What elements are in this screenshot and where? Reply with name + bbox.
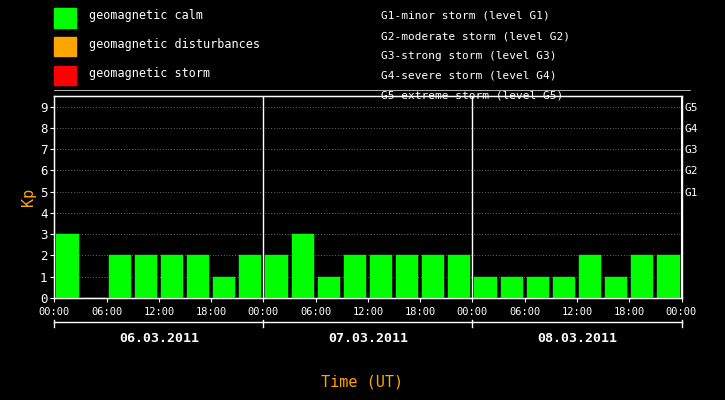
- Bar: [552, 277, 575, 298]
- Bar: [448, 256, 471, 298]
- Bar: [422, 256, 444, 298]
- Bar: [161, 256, 183, 298]
- Bar: [187, 256, 210, 298]
- Text: geomagnetic calm: geomagnetic calm: [89, 10, 203, 22]
- Text: G1-minor storm (level G1): G1-minor storm (level G1): [381, 11, 550, 21]
- Bar: [239, 256, 262, 298]
- Y-axis label: Kp: Kp: [21, 188, 36, 206]
- Text: geomagnetic disturbances: geomagnetic disturbances: [89, 38, 260, 51]
- Bar: [605, 277, 627, 298]
- Bar: [631, 256, 653, 298]
- Bar: [396, 256, 418, 298]
- Bar: [213, 277, 236, 298]
- Text: G5-extreme storm (level G5): G5-extreme storm (level G5): [381, 91, 563, 101]
- Bar: [291, 234, 314, 298]
- Bar: [109, 256, 130, 298]
- Bar: [57, 234, 78, 298]
- Bar: [474, 277, 497, 298]
- Bar: [370, 256, 392, 298]
- Text: geomagnetic storm: geomagnetic storm: [89, 67, 210, 80]
- Text: Time (UT): Time (UT): [321, 374, 404, 390]
- Bar: [135, 256, 157, 298]
- Text: 07.03.2011: 07.03.2011: [328, 332, 408, 344]
- Text: G3-strong storm (level G3): G3-strong storm (level G3): [381, 51, 556, 61]
- Bar: [526, 277, 549, 298]
- Text: G2-moderate storm (level G2): G2-moderate storm (level G2): [381, 31, 570, 41]
- Text: G4-severe storm (level G4): G4-severe storm (level G4): [381, 71, 556, 81]
- Text: 06.03.2011: 06.03.2011: [119, 332, 199, 344]
- Text: 08.03.2011: 08.03.2011: [537, 332, 617, 344]
- Bar: [265, 256, 288, 298]
- Bar: [344, 256, 366, 298]
- Bar: [579, 256, 601, 298]
- Bar: [318, 277, 340, 298]
- Bar: [500, 277, 523, 298]
- Bar: [658, 256, 679, 298]
